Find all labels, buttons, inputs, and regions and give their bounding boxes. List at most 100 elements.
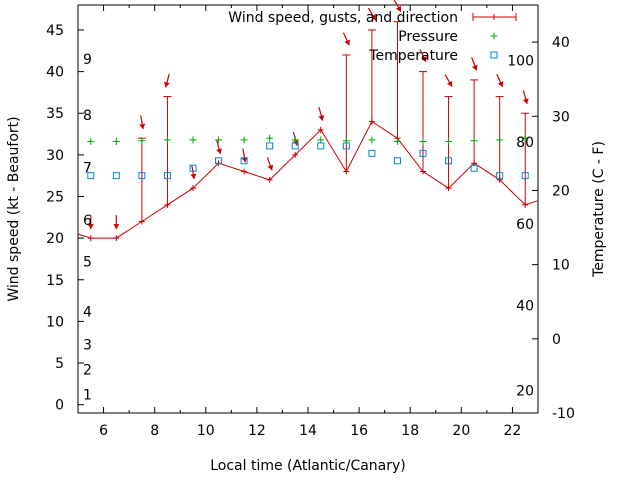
wind-direction-arrowhead xyxy=(241,156,248,163)
y2-tick-label: 30 xyxy=(552,109,570,125)
fahrenheit-label: 20 xyxy=(516,384,534,400)
fahrenheit-label: 100 xyxy=(507,54,534,70)
x-tick-label: 22 xyxy=(504,423,522,439)
temperature-point xyxy=(342,142,350,150)
y-tick-label: 25 xyxy=(46,190,64,206)
y-tick-label: 10 xyxy=(46,314,64,330)
temperature-point xyxy=(266,142,274,150)
wind-point xyxy=(496,176,503,183)
temperature-point xyxy=(368,149,376,157)
x-tick-label: 12 xyxy=(248,423,266,439)
wind-point xyxy=(87,235,94,242)
fahrenheit-label: 40 xyxy=(516,298,534,314)
wind-point xyxy=(113,235,120,242)
legend-swatch-temperature xyxy=(490,51,498,59)
legend-label-pressure: Pressure xyxy=(398,29,458,45)
beaufort-label: 9 xyxy=(83,52,92,68)
wind-point xyxy=(266,176,273,183)
pressure-point xyxy=(291,136,299,144)
pressure-point xyxy=(470,137,478,145)
temperature-point xyxy=(419,149,427,157)
wind-point xyxy=(241,168,248,175)
wind-direction-arrowhead xyxy=(216,148,222,154)
pressure-point xyxy=(163,136,171,144)
y-tick-label: 20 xyxy=(46,231,64,247)
beaufort-label: 1 xyxy=(83,388,92,404)
pressure-point xyxy=(240,136,248,144)
beaufort-label: 2 xyxy=(83,363,92,379)
y2-tick-label: 10 xyxy=(552,258,570,274)
wind-direction-arrowhead xyxy=(87,224,94,230)
plot-frame xyxy=(77,4,539,414)
y-axis-title: Wind speed (kt - Beaufort) xyxy=(6,116,22,301)
y-tick-label: 0 xyxy=(55,398,64,414)
pressure-point xyxy=(521,134,529,142)
y2-tick-label: 40 xyxy=(552,35,570,51)
temperature-point xyxy=(189,164,197,172)
temperature-point xyxy=(393,157,401,165)
y-tick-label: 40 xyxy=(46,65,64,81)
temperature-point xyxy=(445,157,453,165)
wind-point xyxy=(445,185,452,192)
fahrenheit-label: 60 xyxy=(516,217,534,233)
x-tick-label: 16 xyxy=(350,423,368,439)
temperature-point xyxy=(291,142,299,150)
beaufort-label: 4 xyxy=(83,304,92,320)
legend-label-temperature: Temperature xyxy=(368,48,458,64)
pressure-point xyxy=(189,136,197,144)
legend-swatch-wind-marker xyxy=(491,14,497,20)
y-tick-label: 15 xyxy=(46,273,64,289)
pressure-point xyxy=(138,137,146,145)
temperature-point xyxy=(87,172,95,180)
legend-swatch-pressure xyxy=(490,32,498,40)
x-axis-title: Local time (Atlantic/Canary) xyxy=(210,458,406,474)
temperature-point xyxy=(215,157,223,165)
wind-direction-arrowhead xyxy=(522,98,529,105)
x-tick-label: 10 xyxy=(197,423,215,439)
temperature-point xyxy=(163,172,171,180)
wind-point xyxy=(292,151,299,158)
y-tick-label: 5 xyxy=(55,356,64,372)
x-tick-label: 8 xyxy=(150,423,159,439)
wind-direction-arrowhead xyxy=(267,164,274,171)
temperature-point xyxy=(470,164,478,172)
temperature-point xyxy=(496,172,504,180)
wind-direction-arrowhead xyxy=(421,56,427,62)
wind-point xyxy=(164,201,171,208)
wind-direction-arrowhead xyxy=(190,173,197,180)
wind-direction-arrowhead xyxy=(471,64,478,71)
legend-label-wind: Wind speed, gusts, and direction xyxy=(228,10,458,26)
wind-point xyxy=(420,168,426,175)
wind-direction-arrowhead xyxy=(113,224,120,230)
wind-point xyxy=(317,126,324,133)
y2-tick-label: 0 xyxy=(552,332,561,348)
wind-direction-arrowhead xyxy=(164,81,170,88)
pressure-point xyxy=(317,136,325,144)
y2-tick-label: 20 xyxy=(552,183,570,199)
beaufort-label: 5 xyxy=(83,254,92,270)
pressure-point xyxy=(112,138,120,146)
x-tick-label: 14 xyxy=(299,423,317,439)
temperature-point xyxy=(138,172,146,180)
temperature-point xyxy=(521,172,529,180)
wind-point xyxy=(368,118,375,125)
beaufort-label: 6 xyxy=(83,213,92,229)
wind-speed-line xyxy=(77,120,539,239)
pressure-point xyxy=(393,138,401,146)
pressure-point xyxy=(215,136,223,144)
wind-point xyxy=(343,168,350,175)
wind-point xyxy=(138,218,145,225)
temperature-point xyxy=(317,142,325,150)
pressure-point xyxy=(368,136,376,144)
wind-direction-arrowhead xyxy=(344,39,350,46)
wind-direction-arrowhead xyxy=(446,80,453,87)
wind-direction-arrowhead xyxy=(497,81,504,87)
y2-tick-label: -10 xyxy=(552,406,575,422)
y-tick-label: 45 xyxy=(46,23,64,39)
beaufort-label: 7 xyxy=(83,160,92,176)
wind-direction-arrowhead xyxy=(395,5,402,12)
wind-direction-arrowhead xyxy=(370,14,376,21)
pressure-point xyxy=(266,134,274,142)
wind-point xyxy=(522,201,529,208)
